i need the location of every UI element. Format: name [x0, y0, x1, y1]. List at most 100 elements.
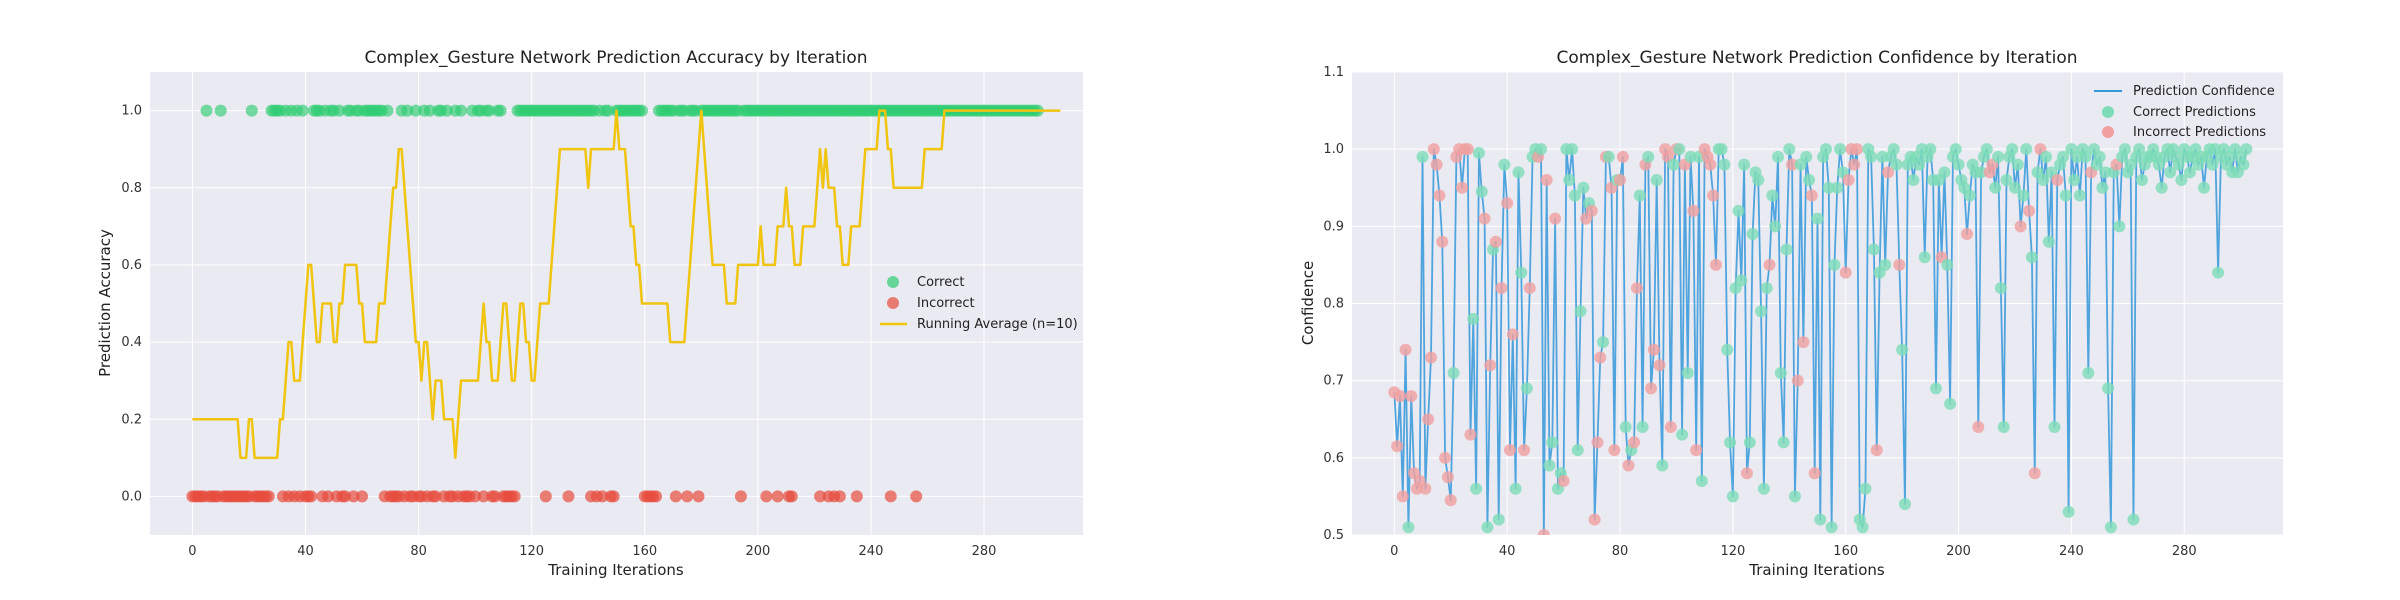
correct-prediction-point	[1998, 421, 2010, 433]
correct-prediction-point	[2060, 189, 2072, 201]
correct-prediction-point	[1820, 143, 1832, 155]
correct-prediction-point	[2026, 251, 2038, 263]
confidence-x-tick-label: 80	[1612, 544, 1629, 559]
correct-prediction-point	[1481, 521, 1493, 533]
accuracy-y-tick-label: 0.6	[121, 258, 142, 273]
correct-prediction-point	[2068, 174, 2080, 186]
incorrect-prediction-point	[1428, 143, 1440, 155]
correct-prediction-point	[1772, 151, 1784, 163]
incorrect-prediction-point	[2015, 220, 2027, 232]
incorrect-prediction-point	[1843, 174, 1855, 186]
incorrect-prediction-point	[1608, 444, 1620, 456]
correct-point	[455, 105, 467, 117]
correct-prediction-point	[1783, 143, 1795, 155]
correct-prediction-point	[1563, 174, 1575, 186]
accuracy-y-tick-label: 1.0	[121, 104, 142, 119]
correct-prediction-point	[2006, 143, 2018, 155]
correct-prediction-point	[1738, 159, 1750, 171]
correct-prediction-point	[1515, 267, 1527, 279]
legend-incorrect-label: Incorrect	[917, 296, 975, 311]
accuracy-x-tick-label: 280	[972, 544, 997, 559]
correct-prediction-point	[2136, 174, 2148, 186]
incorrect-point	[834, 490, 846, 502]
correct-prediction-point	[1656, 460, 1668, 472]
accuracy-y-tick-label: 0.8	[121, 181, 142, 196]
correct-prediction-point	[1577, 182, 1589, 194]
legend-confidence-label: Prediction Confidence	[2133, 84, 2275, 99]
incorrect-prediction-point	[1445, 494, 1457, 506]
correct-prediction-point	[1724, 436, 1736, 448]
incorrect-prediction-point	[2023, 205, 2035, 217]
correct-prediction-point	[1800, 151, 1812, 163]
incorrect-prediction-point	[1538, 529, 1550, 541]
legend-incorrect-marker	[887, 297, 899, 309]
correct-prediction-point	[2040, 151, 2052, 163]
correct-prediction-point	[1828, 259, 1840, 271]
incorrect-prediction-point	[1462, 143, 1474, 155]
correct-prediction-point	[1597, 336, 1609, 348]
correct-prediction-point	[1879, 259, 1891, 271]
incorrect-prediction-point	[1893, 259, 1905, 271]
incorrect-point	[760, 490, 772, 502]
correct-prediction-point	[1769, 220, 1781, 232]
correct-prediction-point	[1814, 514, 1826, 526]
correct-prediction-point	[1780, 243, 1792, 255]
incorrect-prediction-point	[1479, 213, 1491, 225]
correct-prediction-point	[1716, 143, 1728, 155]
incorrect-prediction-point	[1524, 282, 1536, 294]
confidence-x-tick-label: 40	[1499, 544, 1516, 559]
correct-prediction-point	[1924, 143, 1936, 155]
correct-prediction-point	[1899, 498, 1911, 510]
correct-prediction-point	[2063, 506, 2075, 518]
accuracy-x-axis-label: Training Iterations	[547, 561, 684, 579]
incorrect-point	[608, 490, 620, 502]
correct-prediction-point	[2094, 151, 2106, 163]
correct-prediction-point	[2156, 182, 2168, 194]
incorrect-prediction-point	[1504, 444, 1516, 456]
incorrect-prediction-point	[1645, 382, 1657, 394]
incorrect-point	[650, 490, 662, 502]
correct-prediction-point	[1668, 159, 1680, 171]
incorrect-prediction-point	[1549, 213, 1561, 225]
correct-prediction-point	[1766, 189, 1778, 201]
accuracy-y-tick-label: 0.0	[121, 489, 142, 504]
accuracy-x-tick-label: 80	[410, 544, 427, 559]
correct-prediction-point	[1747, 228, 1759, 240]
incorrect-prediction-point	[1431, 159, 1443, 171]
correct-prediction-point	[1634, 189, 1646, 201]
incorrect-prediction-point	[1439, 452, 1451, 464]
incorrect-prediction-point	[1518, 444, 1530, 456]
incorrect-prediction-point	[1501, 197, 1513, 209]
correct-prediction-point	[1778, 436, 1790, 448]
incorrect-prediction-point	[1425, 352, 1437, 364]
incorrect-prediction-point	[1507, 328, 1519, 340]
correct-prediction-point	[1992, 151, 2004, 163]
accuracy-chart-title: Complex_Gesture Network Prediction Accur…	[364, 48, 867, 68]
correct-prediction-point	[2096, 182, 2108, 194]
correct-point	[297, 105, 309, 117]
correct-prediction-point	[1498, 159, 1510, 171]
correct-prediction-point	[1859, 483, 1871, 495]
legend-correct-predictions-marker	[2102, 106, 2114, 118]
correct-prediction-point	[1467, 313, 1479, 325]
confidence-y-tick-label: 0.6	[1323, 451, 1344, 466]
correct-point	[381, 105, 393, 117]
correct-prediction-point	[1989, 182, 2001, 194]
incorrect-prediction-point	[1614, 174, 1626, 186]
confidence-y-tick-label: 0.8	[1323, 297, 1344, 312]
incorrect-prediction-point	[1687, 205, 1699, 217]
legend-incorrect-predictions-marker	[2102, 126, 2114, 138]
incorrect-prediction-point	[1648, 344, 1660, 356]
correct-prediction-point	[1826, 521, 1838, 533]
correct-point	[636, 105, 648, 117]
correct-prediction-point	[1676, 429, 1688, 441]
correct-prediction-point	[1775, 367, 1787, 379]
incorrect-point	[885, 490, 897, 502]
confidence-y-tick-label: 0.7	[1323, 374, 1344, 389]
incorrect-prediction-point	[2051, 174, 2063, 186]
correct-prediction-point	[2074, 189, 2086, 201]
correct-prediction-point	[1402, 521, 1414, 533]
correct-prediction-point	[1803, 174, 1815, 186]
legend-correct-predictions-label: Correct Predictions	[2133, 105, 2256, 120]
accuracy-chart: 0 40 80 120 160 200 240 280 0.0 0.2 0.4 0.6 0.8 1.0 C…	[96, 48, 1083, 579]
